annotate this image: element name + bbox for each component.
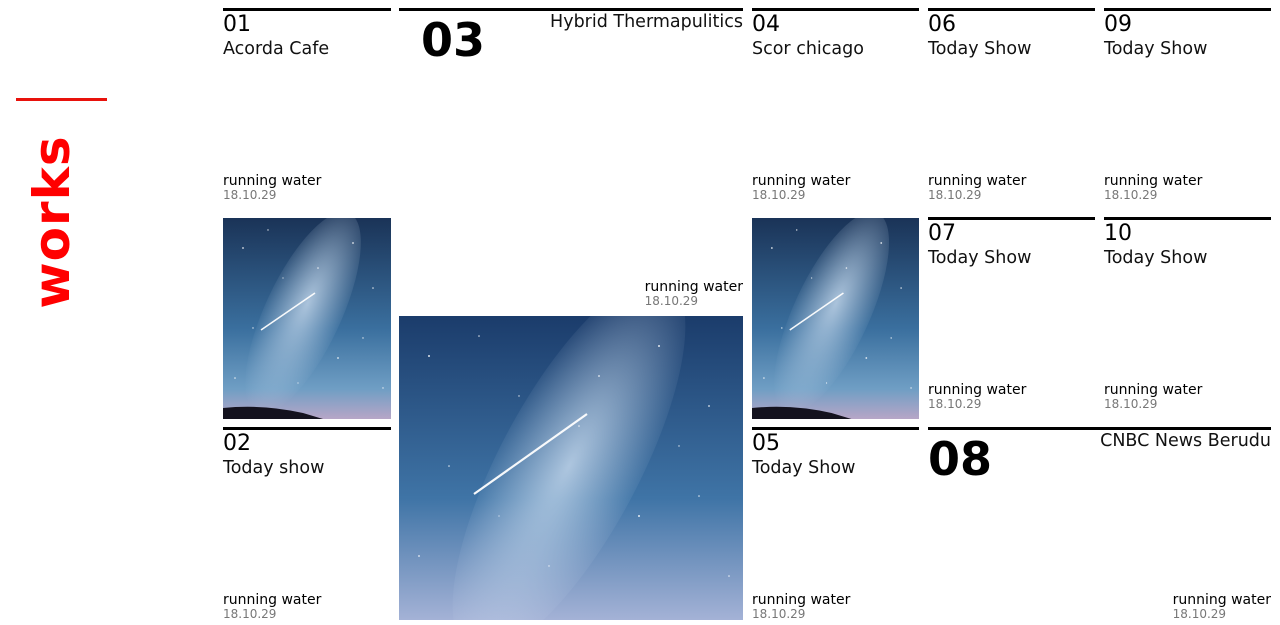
night-sky-meteor-image [223,218,391,419]
work-title: Hybrid Thermapulitics [550,12,743,32]
work-footer: running water 18.10.29 [928,383,1026,411]
work-caption: running water [752,173,851,189]
work-number: 08 [928,432,993,486]
work-number: 06 [928,12,956,37]
work-caption: running water [1104,173,1203,189]
work-date: 18.10.29 [223,188,277,202]
work-title: Today Show [928,39,1032,59]
work-footer: running water 18.10.29 [223,174,321,202]
work-caption: running water [928,382,1027,398]
work-caption: running water [1104,382,1203,398]
work-title: CNBC News Berudu [1100,431,1271,451]
work-card-06[interactable]: 06 Today Show running water 18.10.29 [928,8,1095,202]
work-title: Today Show [928,248,1032,268]
work-caption: running water [1172,592,1271,608]
work-card-09[interactable]: 09 Today Show running water 18.10.29 [1104,8,1271,202]
work-date: 18.10.29 [752,188,806,202]
work-number: 09 [1104,12,1132,37]
work-date: 18.10.29 [928,397,982,411]
work-footer: running water 18.10.29 [752,174,850,202]
work-number: 10 [1104,221,1132,246]
work-footer: running water 18.10.29 [752,593,850,621]
work-date: 18.10.29 [1104,397,1158,411]
work-number: 05 [752,431,780,456]
work-number: 01 [223,12,251,37]
work-date: 18.10.29 [644,294,699,308]
night-sky-meteor-image [399,316,743,620]
work-number: 07 [928,221,956,246]
work-date: 18.10.29 [223,607,277,621]
work-number: 03 [421,13,486,67]
work-card-03[interactable]: 03 Hybrid Thermapulitics running water 1… [399,8,743,308]
work-title: Today show [223,458,325,478]
work-date: 18.10.29 [752,607,806,621]
work-caption: running water [223,173,322,189]
work-footer: running water 18.10.29 [645,280,743,308]
work-number: 02 [223,431,251,456]
work-title: Today Show [1104,248,1208,268]
work-thumbnail[interactable] [223,218,391,419]
work-card-02[interactable]: 02 Today show running water 18.10.29 [223,427,391,621]
work-date: 18.10.29 [928,188,982,202]
work-footer: running water 18.10.29 [223,593,321,621]
night-sky-meteor-image [752,218,919,419]
work-card-01[interactable]: 01 Acorda Cafe running water 18.10.29 [223,8,391,202]
work-card-10[interactable]: 10 Today Show running water 18.10.29 [1104,217,1271,411]
work-title: Today Show [1104,39,1208,59]
work-footer: running water 18.10.29 [1104,383,1202,411]
side-accent-line [16,98,107,101]
side-title: works [2,127,102,317]
work-featured-image[interactable] [399,316,743,620]
works-heading: works [23,135,81,309]
work-caption: running water [644,279,743,295]
work-caption: running water [223,592,322,608]
work-thumbnail[interactable] [752,218,919,419]
work-footer: running water 18.10.29 [1104,174,1202,202]
work-caption: running water [928,173,1027,189]
work-date: 18.10.29 [1104,188,1158,202]
work-card-08[interactable]: 08 CNBC News Berudu running water 18.10.… [928,427,1271,621]
work-card-04[interactable]: 04 Scor chicago running water 18.10.29 [752,8,919,202]
work-footer: running water 18.10.29 [928,174,1026,202]
work-card-05[interactable]: 05 Today Show running water 18.10.29 [752,427,919,621]
work-footer: running water 18.10.29 [1173,593,1271,621]
work-card-07[interactable]: 07 Today Show running water 18.10.29 [928,217,1095,411]
work-title: Today Show [752,458,856,478]
work-caption: running water [752,592,851,608]
work-date: 18.10.29 [1172,607,1227,621]
work-number: 04 [752,12,780,37]
work-title: Scor chicago [752,39,864,59]
work-title: Acorda Cafe [223,39,330,59]
